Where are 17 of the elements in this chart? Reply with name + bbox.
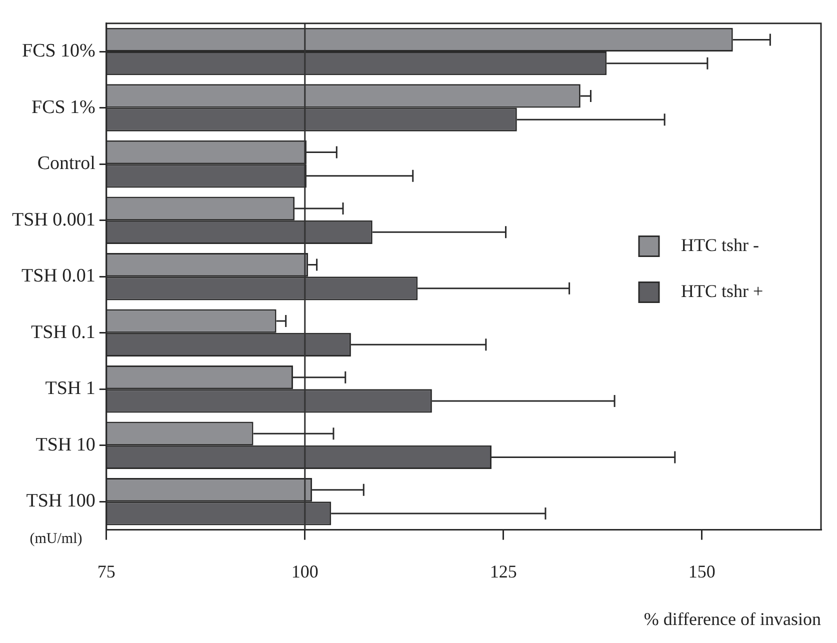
y-tick-label: TSH 10 <box>36 434 96 456</box>
y-tick-label: TSH 0.1 <box>30 322 96 343</box>
y-tick-label: TSH 0.01 <box>21 266 96 287</box>
y-tick-label: FCS 10% <box>22 40 96 62</box>
x-tick-label: 100 <box>291 561 318 582</box>
x-tick-label: 75 <box>97 561 116 582</box>
x-tick-label: 125 <box>490 561 517 582</box>
y-tick-label: TSH 1 <box>45 378 96 400</box>
text: (mU/ml) <box>30 531 82 548</box>
y-tick-label: TSH 0.001 <box>12 209 96 230</box>
y-tick-label: Control <box>37 153 96 174</box>
y-tick-label: FCS 1% <box>32 96 96 118</box>
legend-label: HTC tshr - <box>681 234 759 255</box>
y-tick-label: TSH 100 <box>26 490 96 512</box>
x-axis-title: % difference of invasion <box>644 608 821 629</box>
x-tick-label: 150 <box>688 561 716 582</box>
legend-label: HTC tshr + <box>681 280 764 301</box>
